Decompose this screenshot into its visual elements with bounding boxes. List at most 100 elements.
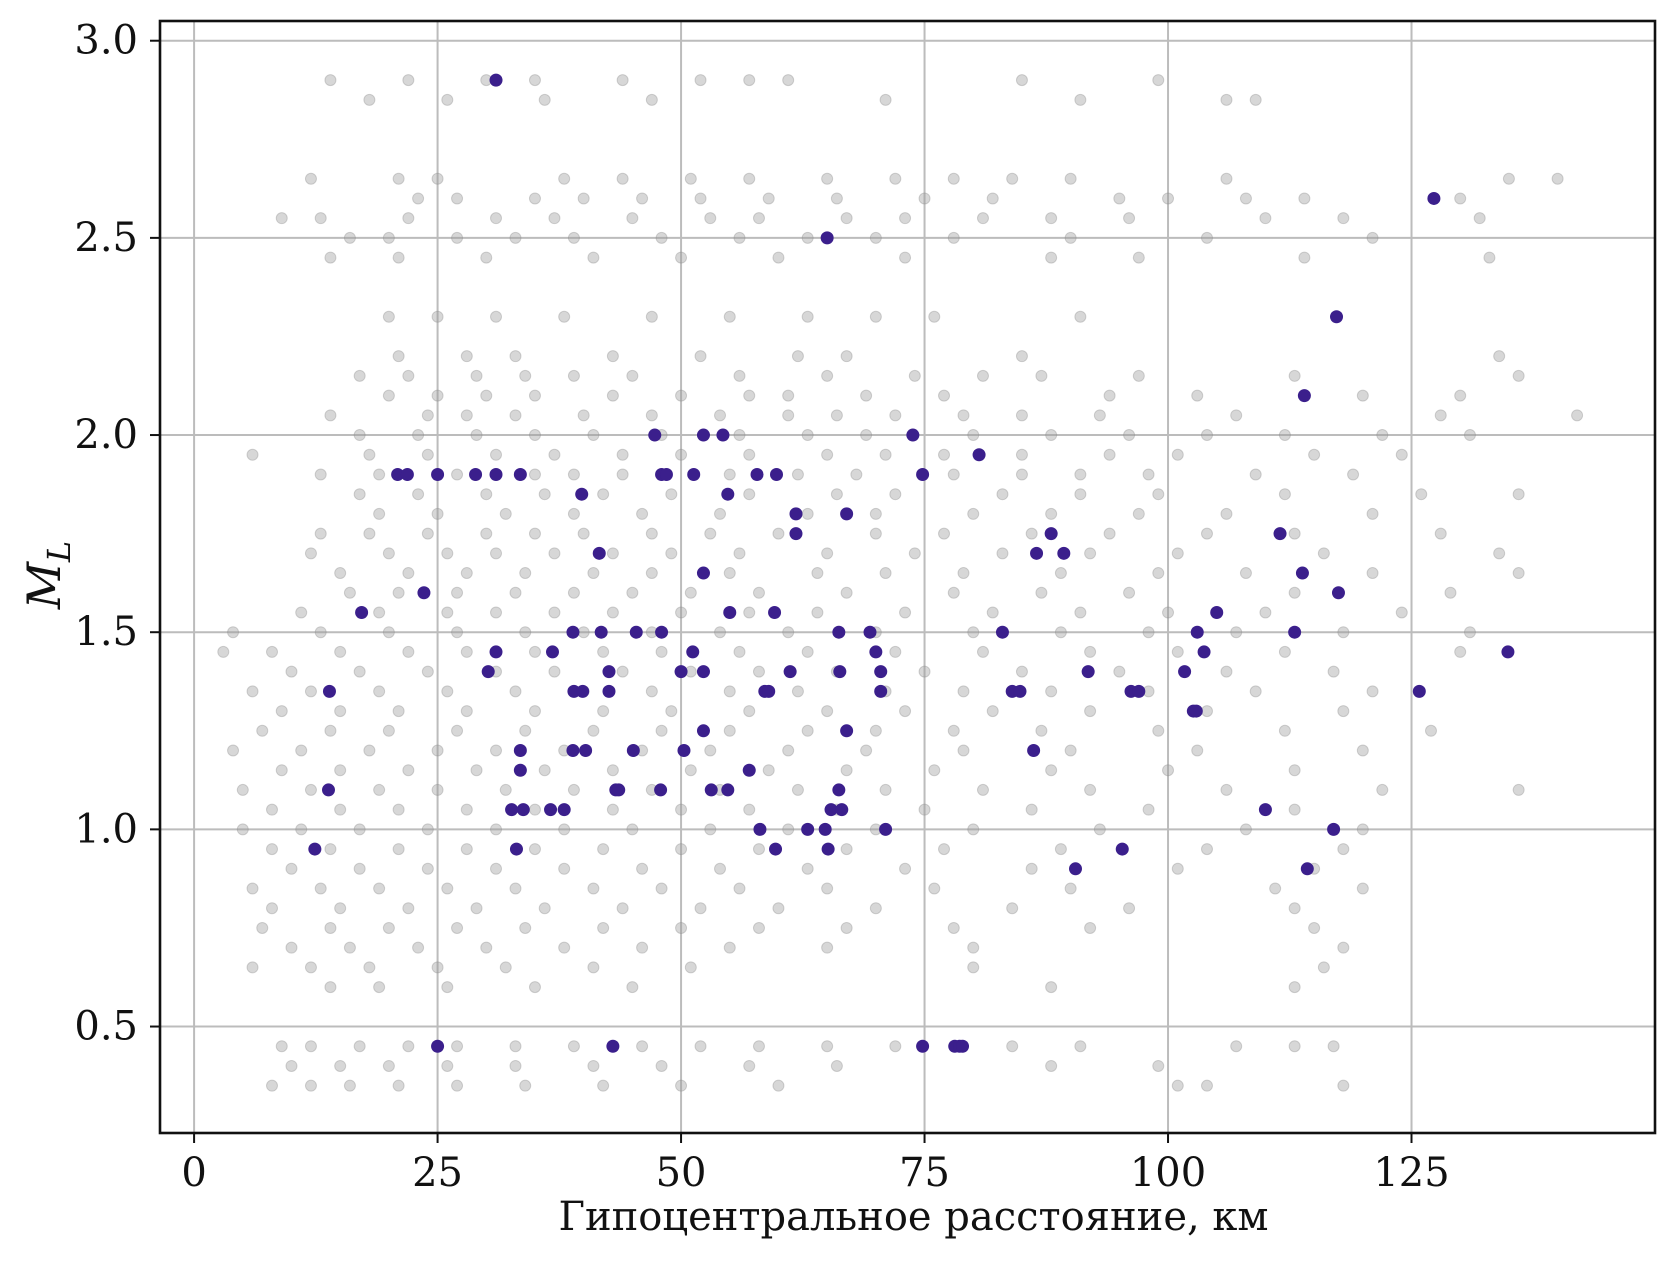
background-point: [295, 744, 308, 757]
background-point: [1200, 705, 1213, 718]
background-point: [519, 369, 532, 382]
background-point: [353, 429, 366, 442]
background-point: [597, 645, 610, 658]
background-point: [752, 843, 765, 856]
background-point: [480, 941, 493, 954]
background-point: [908, 547, 921, 560]
background-point: [1288, 369, 1301, 382]
background-point: [597, 488, 610, 501]
highlight-point: [824, 803, 838, 817]
highlight-point: [489, 467, 503, 481]
background-point: [227, 626, 240, 639]
background-point: [1064, 172, 1077, 185]
y-tick-label: 1.0: [74, 806, 138, 852]
background-point: [1103, 448, 1116, 461]
background-point: [373, 468, 386, 481]
background-point: [879, 783, 892, 796]
background-point: [1288, 527, 1301, 540]
background-point: [1045, 685, 1058, 698]
highlight-point: [818, 822, 832, 836]
highlight-point: [1178, 665, 1192, 679]
highlight-point: [544, 803, 558, 817]
background-point: [548, 606, 561, 619]
background-point: [1113, 665, 1126, 678]
background-point: [665, 705, 678, 718]
highlight-point: [321, 783, 335, 797]
background-point: [1463, 429, 1476, 442]
background-point: [324, 74, 337, 87]
background-point: [1191, 389, 1204, 402]
background-point: [782, 823, 795, 836]
highlight-point: [606, 1039, 620, 1053]
background-point: [460, 843, 473, 856]
background-point: [1084, 783, 1097, 796]
background-point: [947, 172, 960, 185]
background-point: [334, 705, 347, 718]
background-point: [752, 586, 765, 599]
background-point: [1337, 705, 1350, 718]
background-point: [558, 823, 571, 836]
background-point: [675, 843, 688, 856]
background-point: [421, 409, 434, 422]
background-point: [704, 212, 717, 225]
background-point: [1132, 369, 1145, 382]
background-point: [392, 251, 405, 264]
highlight-point: [1013, 684, 1027, 698]
x-tick-label: 100: [1130, 1150, 1206, 1196]
background-point: [266, 645, 279, 658]
background-point: [441, 981, 454, 994]
background-point: [1288, 981, 1301, 994]
background-point: [451, 626, 464, 639]
background-point: [1015, 409, 1028, 422]
highlight-point: [1197, 645, 1211, 659]
background-point: [1191, 744, 1204, 757]
highlight-point: [1331, 586, 1345, 600]
background-point: [285, 1059, 298, 1072]
background-point: [490, 310, 503, 323]
background-point: [1259, 212, 1272, 225]
highlight-point: [768, 605, 782, 619]
background-point: [1006, 902, 1019, 915]
background-point: [1123, 586, 1136, 599]
background-point: [821, 172, 834, 185]
background-point: [1006, 1040, 1019, 1053]
background-point: [1424, 724, 1437, 737]
background-point: [256, 921, 269, 934]
background-point: [606, 389, 619, 402]
highlight-point: [602, 665, 616, 679]
background-point: [1288, 902, 1301, 915]
background-point: [441, 685, 454, 698]
background-point: [860, 429, 873, 442]
background-point: [392, 172, 405, 185]
highlight-point: [355, 605, 369, 619]
background-point: [899, 862, 912, 875]
background-point: [1356, 389, 1369, 402]
highlight-point: [916, 467, 930, 481]
highlight-point: [648, 428, 662, 442]
background-point: [947, 921, 960, 934]
background-point: [1366, 685, 1379, 698]
background-point: [996, 488, 1009, 501]
background-point: [782, 744, 795, 757]
background-point: [1249, 93, 1262, 106]
highlight-point: [686, 645, 700, 659]
background-point: [1045, 251, 1058, 264]
background-point: [1337, 212, 1350, 225]
background-point: [304, 1079, 317, 1092]
background-point: [587, 1059, 600, 1072]
highlight-point: [602, 684, 616, 698]
background-point: [304, 685, 317, 698]
background-point: [548, 212, 561, 225]
highlight-point: [1273, 527, 1287, 541]
background-point: [421, 665, 434, 678]
highlight-point: [721, 487, 735, 501]
background-point: [382, 921, 395, 934]
y-tick-label: 3.0: [74, 18, 138, 64]
highlight-point: [594, 625, 608, 639]
highlight-point: [1190, 625, 1204, 639]
background-point: [723, 468, 736, 481]
background-point: [577, 192, 590, 205]
background-point: [1025, 862, 1038, 875]
background-point: [334, 902, 347, 915]
